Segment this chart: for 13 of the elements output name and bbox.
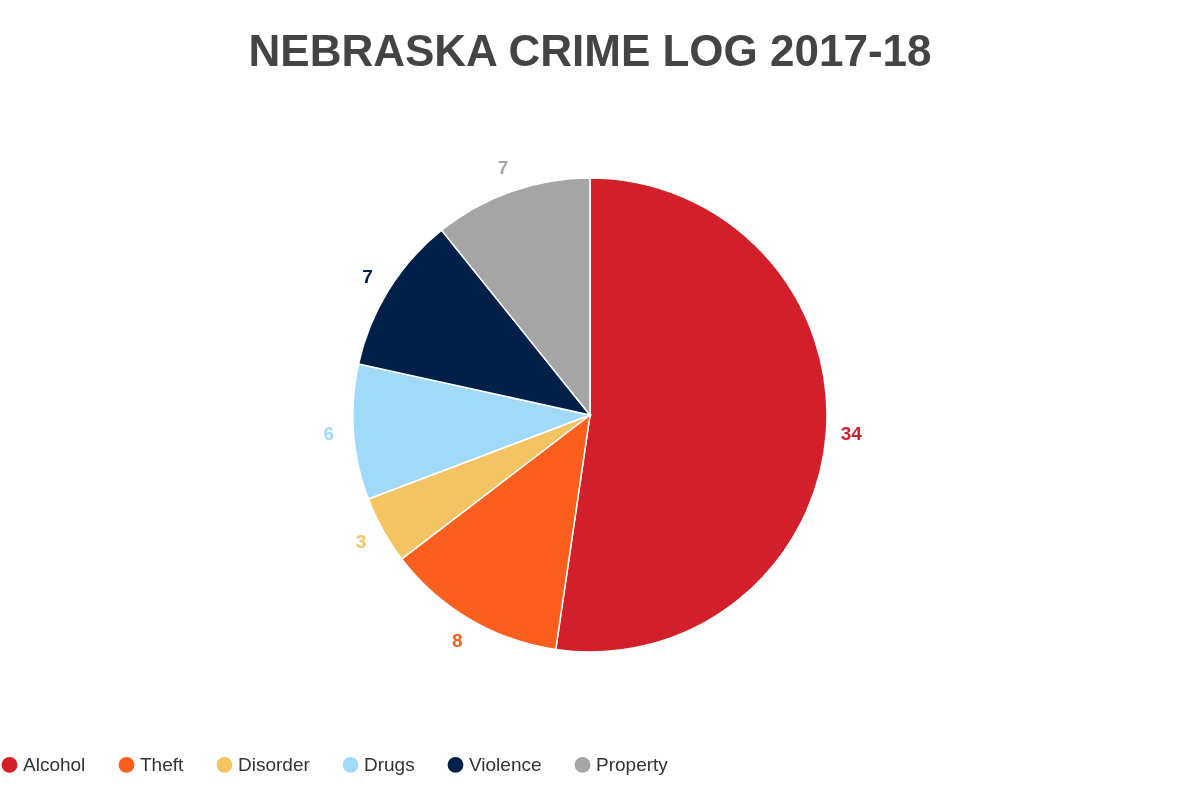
legend-label: Disorder xyxy=(238,753,311,775)
data-label: 3 xyxy=(355,531,367,553)
legend-label: Violence xyxy=(469,753,542,775)
legend-label: Drugs xyxy=(364,753,415,775)
legend-label: Theft xyxy=(140,753,185,775)
data-label: 6 xyxy=(323,422,334,444)
data-label: 7 xyxy=(497,156,509,178)
legend-label: Property xyxy=(596,753,669,775)
legend-label: Alcohol xyxy=(23,753,86,775)
data-label: 8 xyxy=(451,629,463,651)
chart-title: NEBRASKA CRIME LOG 2017-18 xyxy=(248,26,932,75)
data-label: 7 xyxy=(362,265,373,287)
data-label: 34 xyxy=(840,422,863,444)
